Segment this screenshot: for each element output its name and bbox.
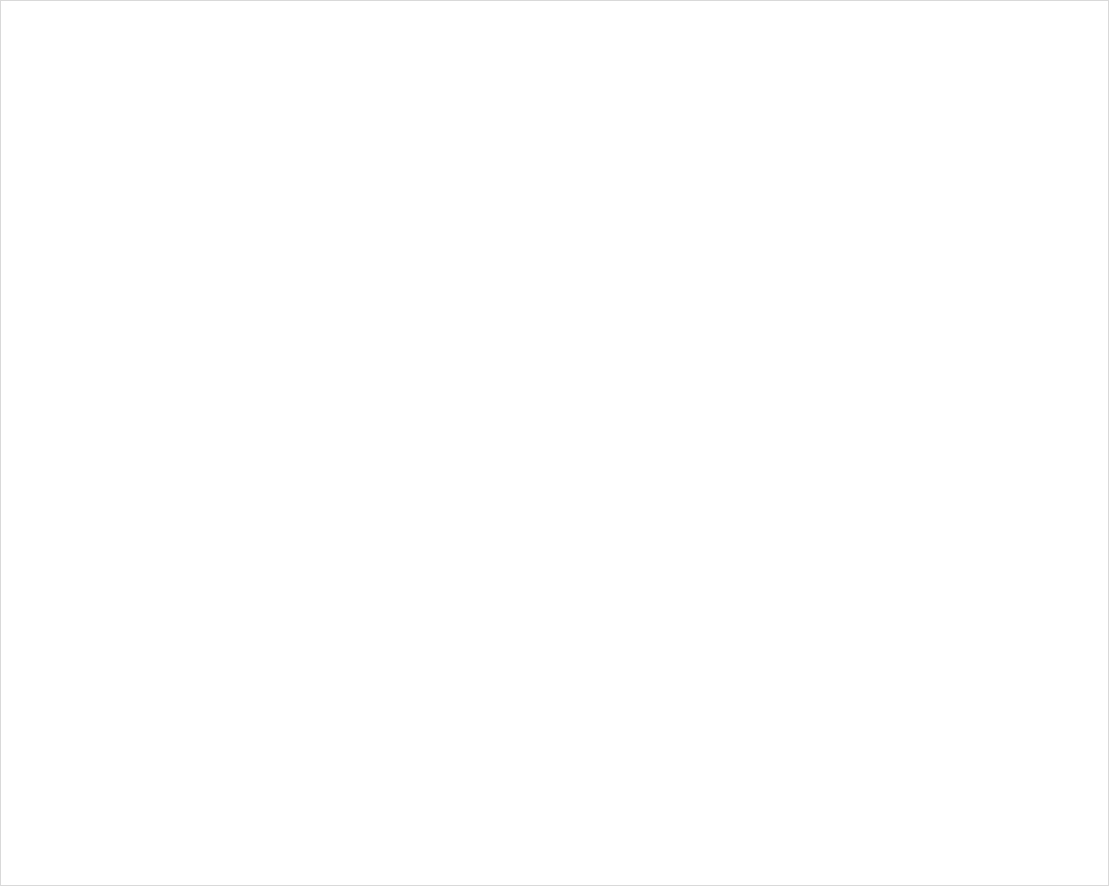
chart-area bbox=[0, 0, 1109, 886]
pie-chart bbox=[1, 1, 1108, 885]
